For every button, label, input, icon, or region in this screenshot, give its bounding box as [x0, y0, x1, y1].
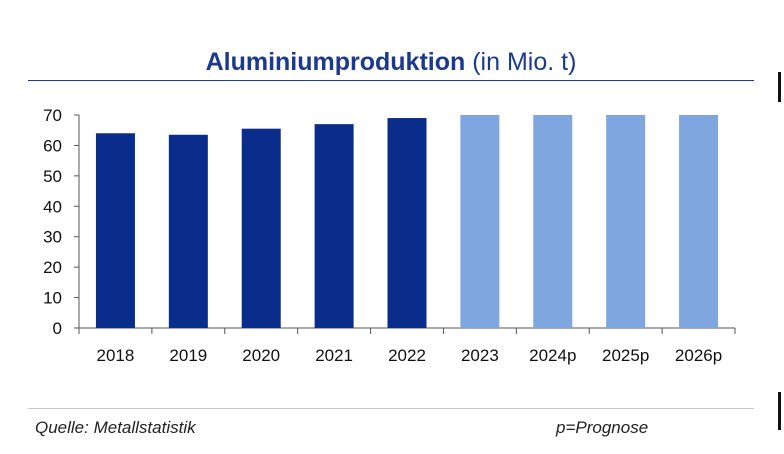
chart-title-main: Aluminiumproduktion	[205, 48, 466, 76]
title-divider	[28, 80, 754, 81]
y-tick-label: 30	[43, 228, 62, 247]
x-tick-label: 2020	[242, 346, 280, 365]
bar-2018	[95, 133, 135, 328]
bar-2021	[314, 124, 354, 328]
bar-2025p	[606, 115, 646, 328]
edge-mark-bottom	[778, 392, 781, 430]
x-tick-label: 2021	[315, 346, 353, 365]
bar-2023	[460, 115, 500, 328]
source-note: Quelle: Metallstatistik	[35, 418, 196, 437]
y-tick-label: 20	[43, 258, 62, 277]
x-tick-label: 2024p	[529, 346, 576, 365]
bar-2026p	[679, 115, 719, 328]
x-tick-label: 2022	[388, 346, 426, 365]
x-tick-label: 2026p	[675, 346, 722, 365]
y-tick-label: 0	[53, 319, 62, 338]
chart-title-unit: (in Mio. t)	[472, 48, 577, 76]
y-tick-label: 60	[43, 136, 62, 155]
bar-2024p	[533, 115, 573, 328]
chart-title: Aluminiumproduktion (in Mio. t)	[28, 46, 754, 78]
edge-mark-top	[778, 72, 781, 102]
y-tick-label: 50	[43, 167, 62, 186]
x-tick-label: 2023	[461, 346, 499, 365]
bar-2020	[241, 128, 281, 328]
x-tick-label: 2025p	[602, 346, 649, 365]
y-tick-label: 70	[43, 106, 62, 125]
bar-2022	[387, 118, 427, 329]
x-tick-label: 2018	[97, 346, 135, 365]
y-tick-label: 40	[43, 197, 62, 216]
x-tick-label: 2019	[169, 346, 207, 365]
bar-2019	[168, 134, 208, 328]
forecast-note: p=Prognose	[556, 418, 649, 437]
footer-divider	[28, 408, 754, 409]
y-tick-label: 10	[43, 289, 62, 308]
